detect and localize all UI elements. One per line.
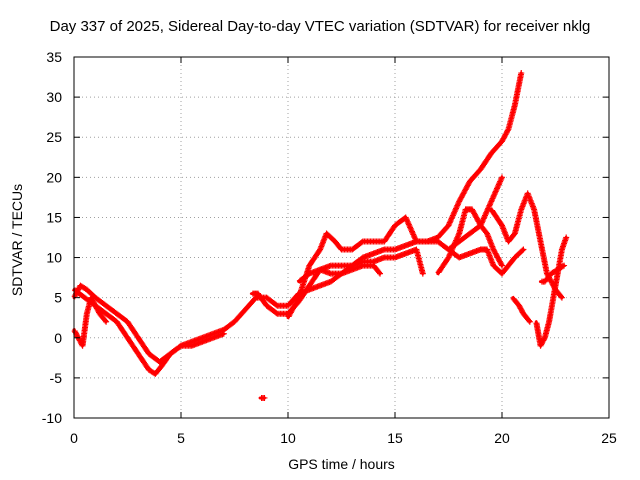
chart-title: Day 337 of 2025, Sidereal Day-to-day VTE… [49,18,591,35]
series-markers [489,190,565,301]
plot-frame [73,56,610,419]
y-tick-label: 0 [54,330,62,346]
y-tick-label: -5 [50,370,63,386]
series-track-i [489,190,565,301]
series-markers [538,262,568,285]
y-axis-label: SDTVAR / TECUs [9,183,25,297]
x-tick-label: 20 [494,430,510,446]
x-tick-label: 0 [70,430,78,446]
x-tick-label: 5 [177,430,185,446]
series-track-a [71,70,525,365]
series-track-f [296,262,384,284]
x-tick-label: 15 [387,430,403,446]
series-markers [285,174,505,320]
series-markers [510,295,533,325]
series-track-j [510,295,533,325]
y-tick-label: 25 [46,129,62,145]
y-tick-label: 5 [54,290,62,306]
y-tick-label: 15 [46,209,62,225]
x-tick-label: 10 [280,430,296,446]
x-tick-label: 25 [601,430,617,446]
series-track-k [533,234,570,349]
x-axis-label: GPS time / hours [288,456,395,472]
data-layer [71,70,570,401]
series-markers [435,206,505,276]
y-tick-label: 30 [46,89,62,105]
y-tick-label: 20 [46,169,62,185]
series-markers [71,70,525,365]
y-tick-label: 35 [46,49,62,65]
series-markers [296,262,384,284]
y-tick-label: 10 [46,250,62,266]
tick-layer: 0 5 10 15 20 25 -10 -5 0 5 10 15 20 25 30 35 [42,49,617,446]
series-band [72,288,226,376]
series-track-l [538,262,568,285]
series-markers [446,246,527,277]
series-track-h [446,246,527,277]
series-markers [71,294,110,349]
y-tick-label: -10 [42,410,62,426]
grid-layer [74,57,609,418]
series-track-c [71,294,110,349]
series-track-m [258,394,268,401]
series-track-e [285,174,505,320]
series-markers [258,394,268,401]
series-markers [533,234,570,349]
